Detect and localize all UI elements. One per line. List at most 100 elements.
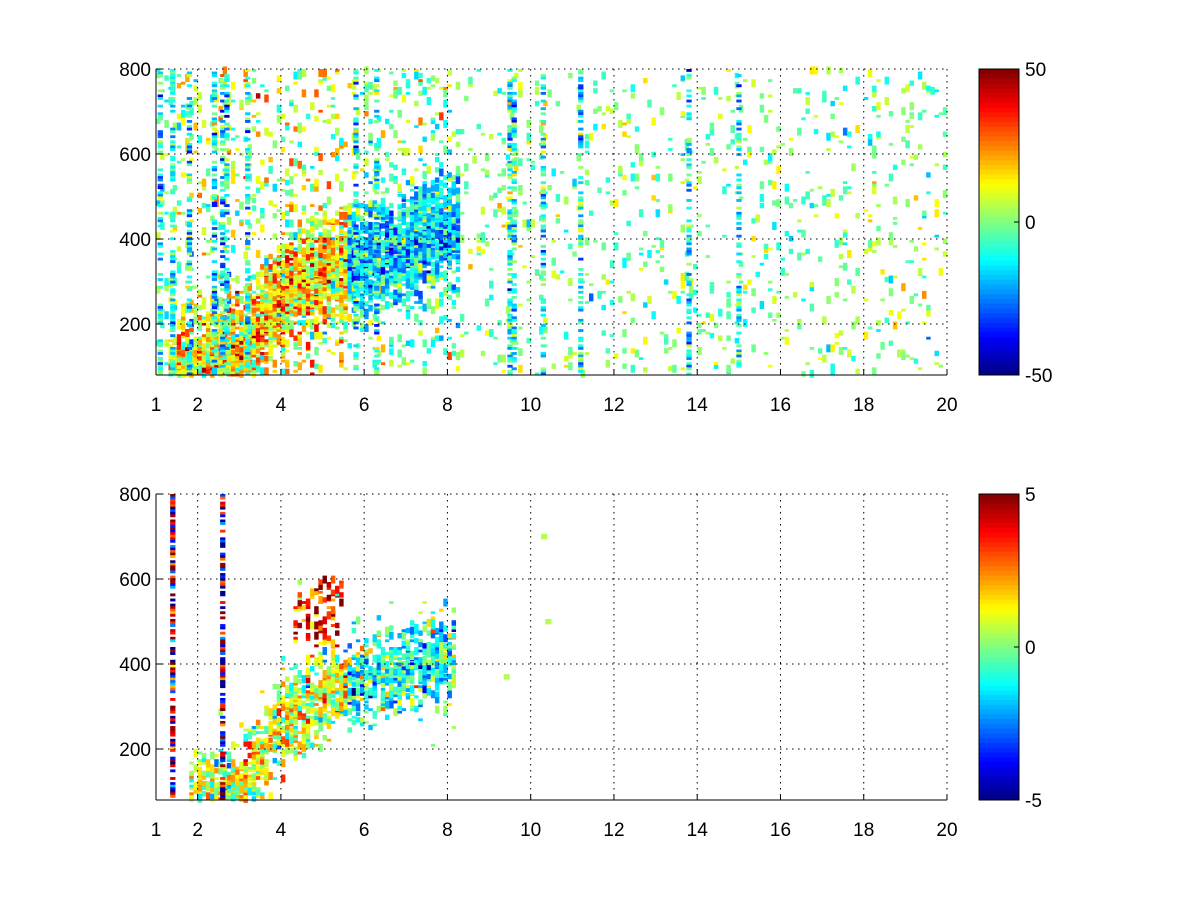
heatmap-cell: [239, 309, 244, 316]
streak-cell: [224, 127, 230, 131]
heatmap-cell: [322, 616, 327, 625]
heatmap-cell: [451, 218, 457, 224]
colorbar-strip: [979, 308, 1019, 314]
heatmap-cell: [630, 293, 636, 302]
colorbar-strip: [979, 155, 1019, 161]
heatmap-cell: [268, 792, 273, 801]
heatmap-cell: [355, 669, 361, 678]
streak-cell: [578, 91, 584, 95]
heatmap-cell: [260, 367, 265, 376]
heatmap-cell: [922, 210, 927, 216]
heatmap-cell: [630, 348, 636, 354]
streak-cell: [170, 280, 176, 284]
heatmap-cell: [759, 262, 765, 266]
heatmap-cell: [305, 265, 311, 274]
streak-cell: [245, 69, 251, 72]
heatmap-cell: [767, 160, 773, 164]
streak-cell: [220, 176, 226, 179]
heatmap-cell: [310, 239, 315, 243]
streak-cell: [507, 132, 513, 136]
heatmap-cell: [218, 313, 223, 317]
heatmap-cell: [218, 749, 223, 752]
streak-cell: [157, 313, 163, 317]
heatmap-cell: [264, 94, 269, 103]
heatmap-cell: [376, 359, 382, 363]
heatmap-cell: [526, 280, 531, 284]
heatmap-cell: [305, 285, 311, 294]
heatmap-cell: [418, 204, 423, 207]
heatmap-cell: [459, 334, 465, 338]
streak-cell: [245, 155, 251, 159]
heatmap-cell: [322, 228, 327, 234]
heatmap-cell: [322, 685, 327, 689]
heatmap-cell: [322, 677, 327, 681]
heatmap-cell: [684, 178, 690, 182]
heatmap-cell: [389, 202, 394, 209]
streak-cell: [736, 127, 742, 131]
streak-cell: [578, 301, 584, 304]
heatmap-cell: [797, 229, 802, 233]
heatmap-cell: [280, 703, 286, 706]
heatmap-cell: [430, 179, 436, 186]
streak-cell: [507, 357, 513, 360]
streak-cell: [540, 76, 546, 80]
heatmap-cell: [447, 197, 452, 204]
heatmap-cell: [709, 285, 715, 294]
streak-cell: [157, 339, 163, 343]
heatmap-cell: [210, 779, 215, 788]
streak-cell: [511, 160, 517, 164]
heatmap-cell: [251, 290, 257, 294]
streak-cell: [186, 173, 193, 177]
streak-cell: [211, 81, 218, 85]
heatmap-cell: [235, 293, 240, 297]
heatmap-cell: [197, 315, 203, 321]
heatmap-cell: [243, 771, 248, 775]
heatmap-cell: [376, 335, 382, 341]
heatmap-cell: [755, 214, 760, 223]
heatmap-cell: [397, 243, 402, 250]
streak-cell: [186, 145, 193, 149]
streak-cell: [578, 237, 584, 241]
streak-cell: [578, 145, 584, 149]
streak-cell: [686, 308, 692, 312]
heatmap-cell: [318, 657, 323, 666]
heatmap-cell: [197, 336, 203, 345]
heatmap-cell: [401, 148, 407, 156]
heatmap-cell: [289, 278, 294, 281]
heatmap-cell: [310, 326, 315, 330]
heatmap-cell: [447, 318, 452, 322]
colorbar-strip: [979, 346, 1019, 352]
heatmap-cell: [372, 313, 377, 317]
heatmap-cell: [405, 91, 411, 95]
streak-cell: [511, 211, 517, 215]
heatmap-cell: [638, 357, 644, 360]
heatmap-cell: [318, 579, 323, 585]
heatmap-cell: [285, 321, 290, 330]
heatmap-cell: [443, 195, 448, 201]
heatmap-cell: [405, 222, 411, 225]
streak-cell: [170, 86, 176, 90]
heatmap-cell: [255, 787, 261, 791]
streak-cell: [507, 321, 513, 325]
heatmap-cell: [414, 301, 419, 304]
heatmap-cell: [239, 773, 244, 779]
heatmap-cell: [335, 304, 340, 311]
heatmap-cell: [693, 186, 698, 190]
heatmap-cell: [276, 683, 282, 690]
heatmap-cell: [280, 667, 286, 671]
heatmap-cell: [389, 123, 394, 130]
heatmap-cell: [493, 209, 498, 218]
heatmap-cell: [351, 715, 357, 719]
streak-cell: [540, 344, 546, 348]
streak-cell: [157, 357, 163, 360]
heatmap-cell: [443, 145, 448, 154]
heatmap-cell: [767, 109, 773, 113]
streak-cell: [224, 321, 230, 325]
heatmap-cell: [397, 349, 402, 358]
heatmap-cell: [809, 188, 815, 192]
heatmap-cell: [647, 295, 652, 304]
heatmap-cell: [326, 581, 332, 588]
streak-cell: [736, 324, 742, 327]
heatmap-cell: [326, 280, 332, 289]
heatmap-cell: [251, 756, 257, 765]
